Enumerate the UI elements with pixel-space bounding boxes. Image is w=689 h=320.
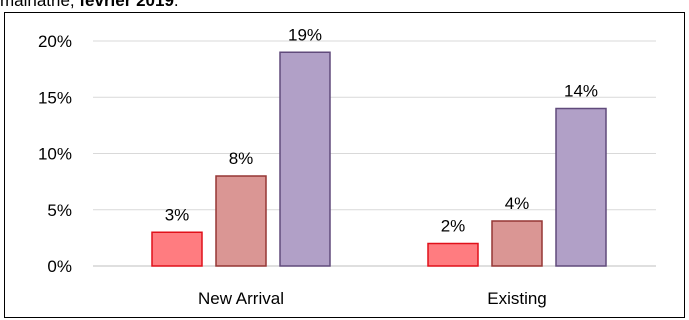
data-label: 2%: [441, 217, 466, 236]
bar: [427, 242, 479, 267]
x-axis-ticks: New Arrival Existing: [198, 289, 547, 308]
bar: [151, 231, 203, 267]
x-tick-label: Existing: [487, 289, 547, 308]
figure-caption: mainatrie, février 2019.: [0, 0, 179, 11]
bar: [215, 175, 267, 267]
x-tick-label: New Arrival: [198, 289, 284, 308]
caption-suffix: .: [173, 0, 179, 10]
data-labels: 3% 8% 19% 2% 4% 14%: [165, 25, 598, 235]
y-tick-label: 10%: [38, 145, 72, 164]
data-label: 3%: [165, 205, 190, 224]
y-tick-label: 20%: [38, 32, 72, 51]
bar: [491, 220, 543, 267]
y-tick-label: 0%: [47, 257, 72, 276]
caption-prefix: mainatrie,: [0, 0, 80, 10]
data-label: 19%: [288, 25, 322, 44]
bar: [279, 51, 331, 267]
bars: [151, 51, 607, 267]
y-tick-label: 5%: [47, 201, 72, 220]
y-tick-label: 15%: [38, 88, 72, 107]
data-label: 4%: [505, 194, 530, 213]
y-axis-ticks: 0% 5% 10% 15% 20%: [38, 32, 72, 276]
data-label: 8%: [229, 149, 254, 168]
bar: [555, 107, 607, 267]
data-label: 14%: [564, 82, 598, 101]
caption-bold: février 2019: [79, 0, 174, 10]
